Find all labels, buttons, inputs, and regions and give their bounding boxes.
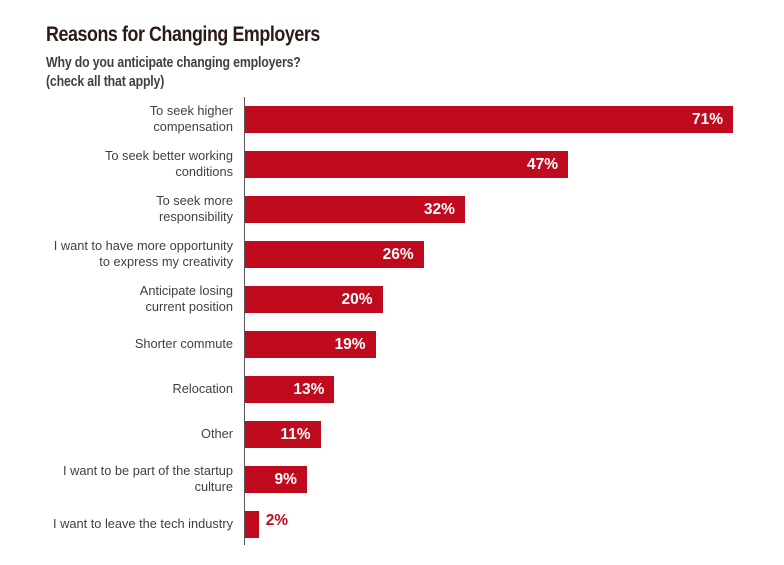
category-label: Other bbox=[200, 426, 233, 442]
value-label: 32% bbox=[423, 201, 455, 219]
bar: 2% bbox=[245, 510, 288, 538]
bar: 19% bbox=[245, 330, 376, 358]
chart-row: Relocation 13% bbox=[0, 375, 784, 403]
y-axis-line bbox=[244, 97, 245, 545]
value-label: 26% bbox=[382, 246, 414, 264]
category-label: I want to have more opportunity to expres… bbox=[53, 238, 233, 269]
chart-row: Anticipate losing current position 20% bbox=[0, 283, 784, 314]
bar: 9% bbox=[245, 465, 307, 493]
category-label: I want to leave the tech industry bbox=[53, 516, 233, 532]
value-label: 47% bbox=[526, 156, 558, 174]
value-label: 2% bbox=[265, 511, 289, 529]
bar: 47% bbox=[245, 150, 568, 178]
value-label: 11% bbox=[280, 426, 311, 444]
category-label: I want to be part of the startup culture bbox=[62, 463, 233, 494]
bar: 71% bbox=[245, 105, 733, 133]
chart-title: Reasons for Changing Employers bbox=[46, 22, 320, 46]
category-label: To seek more responsibility bbox=[156, 193, 233, 224]
value-label: 71% bbox=[691, 111, 723, 129]
category-label: Relocation bbox=[172, 381, 233, 397]
category-label: To seek higher compensation bbox=[149, 103, 233, 134]
category-label: Anticipate losing current position bbox=[139, 283, 233, 314]
value-label: 20% bbox=[341, 291, 373, 309]
chart-row: To seek higher compensation 71% bbox=[0, 103, 784, 134]
chart-subtitle-line2: (check all that apply) bbox=[46, 73, 165, 90]
value-label: 19% bbox=[334, 336, 366, 354]
category-label: To seek better working conditions bbox=[104, 148, 233, 179]
chart-subtitle: Why do you anticipate changing employers… bbox=[46, 54, 301, 92]
chart-row: To seek better working conditions 47% bbox=[0, 148, 784, 179]
value-label: 9% bbox=[274, 471, 297, 489]
bar: 11% bbox=[245, 420, 321, 448]
bar: 13% bbox=[245, 375, 335, 403]
bar: 20% bbox=[245, 285, 383, 313]
bar: 26% bbox=[245, 240, 424, 268]
chart-row: I want to leave the tech industry 2% bbox=[0, 510, 784, 538]
chart-row: To seek more responsibility 32% bbox=[0, 193, 784, 224]
bar: 32% bbox=[245, 195, 465, 223]
chart-row: Other 11% bbox=[0, 420, 784, 448]
chart-row: I want to be part of the startup culture 9… bbox=[0, 463, 784, 494]
chart-row: I want to have more opportunity to expres… bbox=[0, 238, 784, 269]
chart-row: Shorter commute 19% bbox=[0, 330, 784, 358]
chart-subtitle-line1: Why do you anticipate changing employers… bbox=[46, 54, 301, 71]
category-label: Shorter commute bbox=[134, 336, 233, 352]
value-label: 13% bbox=[293, 381, 325, 399]
